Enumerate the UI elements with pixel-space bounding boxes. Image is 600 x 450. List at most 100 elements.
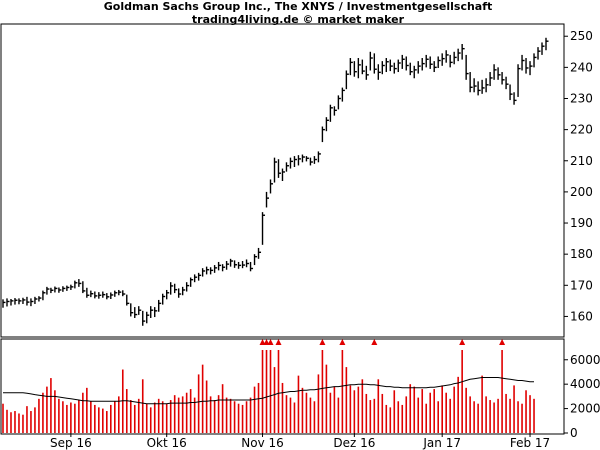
price-bar [533, 53, 537, 68]
price-bar [329, 104, 333, 122]
price-bar [353, 61, 357, 77]
price-bar [126, 294, 130, 306]
price-bar [130, 303, 134, 317]
price-bar [54, 286, 58, 293]
price-bar [389, 59, 393, 72]
price-bar [221, 264, 226, 272]
price-bar [517, 64, 521, 97]
price-bar [301, 154, 305, 163]
price-bar [165, 289, 170, 300]
price-bar [257, 247, 262, 259]
price-bar [70, 284, 74, 290]
price-bar [34, 296, 38, 304]
price-bar [241, 261, 246, 269]
price-bar [162, 293, 166, 305]
price-bar [118, 289, 122, 296]
price-bar [469, 72, 473, 93]
price-bar [489, 72, 493, 87]
price-bar [289, 157, 293, 169]
price-axis: 160 170 180 190 200 210 220 230 240 250 [564, 29, 593, 323]
volume-tick-label: 6000 [570, 353, 600, 367]
price-bar [177, 288, 182, 298]
price-bar [229, 258, 234, 267]
price-bar [473, 78, 477, 93]
price-bar [150, 306, 154, 318]
chart-title: Goldman Sachs Group Inc., The XNYS / Inv… [104, 0, 493, 13]
price-bar [513, 92, 517, 105]
price-bar [341, 87, 345, 102]
price-bar [505, 76, 509, 90]
price-bar [477, 81, 481, 96]
price-bar [265, 191, 270, 208]
volume-overflow-arrow [259, 339, 266, 345]
price-bar [309, 157, 313, 166]
time-tick-label: Feb 17 [510, 436, 550, 450]
price-bar [173, 283, 178, 294]
price-bar [417, 61, 421, 74]
price-bar [146, 311, 150, 324]
price-tick-label: 220 [570, 123, 593, 137]
price-tick-label: 170 [570, 278, 593, 292]
price-bar [50, 287, 54, 294]
time-tick-label: Okt 16 [147, 436, 187, 450]
price-bar [293, 156, 297, 167]
price-bar [185, 282, 190, 292]
price-bar [385, 58, 389, 73]
price-bar [2, 299, 6, 308]
price-bar [525, 58, 529, 74]
price-bar [217, 261, 222, 271]
volume-tick-label: 2000 [570, 402, 600, 416]
price-bar [429, 56, 433, 69]
price-bars [2, 37, 549, 326]
price-bar [74, 280, 78, 289]
price-bar [169, 282, 174, 295]
price-bar [381, 61, 385, 75]
price-bar [181, 286, 186, 296]
price-bar [197, 272, 202, 281]
price-bar [106, 293, 110, 300]
chart-subtitle: trading4living.de © market maker [192, 13, 405, 26]
price-bar [253, 254, 258, 266]
price-bar [122, 290, 126, 297]
price-bar [433, 61, 437, 73]
price-bar [365, 65, 369, 80]
volume-overflow-arrow [371, 339, 378, 345]
price-bar [6, 298, 10, 307]
volume-tick-label: 4000 [570, 377, 600, 391]
price-bar [277, 159, 281, 178]
price-bar [405, 56, 409, 71]
volume-tick-label: 0 [570, 426, 578, 440]
price-bar [481, 79, 485, 94]
price-bar [493, 64, 497, 80]
price-bar [134, 307, 138, 318]
price-bar [321, 126, 325, 143]
price-bar [189, 277, 194, 287]
price-bar [305, 156, 309, 162]
price-bar [82, 281, 86, 294]
price-bar [66, 285, 70, 291]
price-bar [261, 212, 266, 245]
price-bar [281, 168, 285, 181]
price-bar [409, 62, 413, 76]
price-bar [249, 261, 254, 272]
price-bar [393, 62, 397, 74]
price-bar [22, 297, 26, 304]
volume-overflow-arrow [499, 339, 506, 345]
price-bar [461, 44, 465, 60]
price-tick-label: 190 [570, 216, 593, 230]
price-bar [245, 259, 250, 268]
price-panel: 160 170 180 190 200 210 220 230 240 250 [0, 23, 593, 338]
price-bar [14, 298, 18, 305]
price-bar [138, 306, 142, 315]
price-tick-label: 210 [570, 154, 593, 168]
price-bar [313, 156, 317, 164]
price-bar [413, 65, 417, 79]
price-bar [42, 290, 46, 301]
price-tick-label: 250 [570, 29, 593, 43]
price-bar [317, 151, 321, 163]
price-bar [501, 72, 505, 85]
price-tick-label: 160 [570, 309, 593, 323]
price-bar [114, 290, 118, 297]
price-bar [397, 59, 401, 73]
